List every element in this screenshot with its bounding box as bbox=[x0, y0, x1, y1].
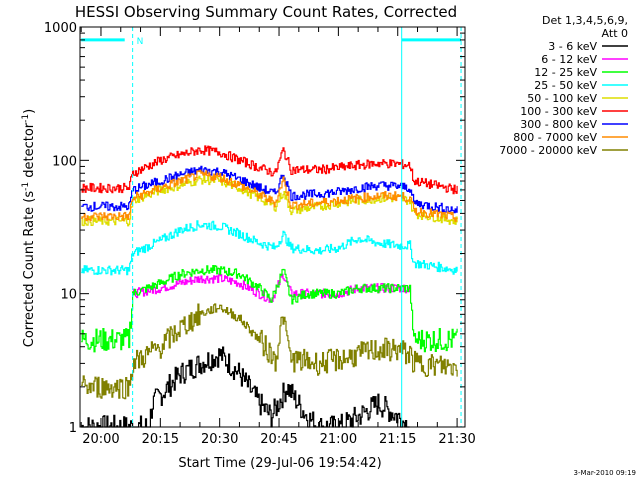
series-line-8 bbox=[81, 303, 458, 400]
x-tick-label-2: 20:30 bbox=[201, 432, 238, 447]
y-tick-label-2: 100 bbox=[52, 154, 77, 169]
y-axis-label-end: ) bbox=[22, 109, 37, 114]
x-tick-label-0: 20:00 bbox=[82, 432, 119, 447]
markers-layer: N bbox=[81, 27, 462, 427]
legend-label-4: 50 - 100 keV bbox=[527, 92, 597, 105]
series-line-5 bbox=[81, 145, 458, 195]
legend-label-5: 100 - 300 keV bbox=[520, 105, 597, 118]
x-tick-label-5: 21:15 bbox=[379, 432, 416, 447]
chart-title: HESSI Observing Summary Count Rates, Cor… bbox=[75, 3, 457, 21]
series-line-6 bbox=[81, 165, 458, 214]
legend-label-3: 25 - 50 keV bbox=[534, 79, 597, 92]
x-axis-label: Start Time (29-Jul-06 19:54:42) bbox=[178, 456, 381, 471]
plot-area bbox=[80, 27, 465, 427]
plot-frame-bg bbox=[80, 27, 465, 427]
y-tick-label-0: 1 bbox=[69, 421, 77, 436]
y-axis-label-sup1: -1 bbox=[21, 182, 31, 191]
y-axis-label: Corrected Count Rate (s-1 detector-1) bbox=[21, 109, 37, 347]
x-tick-label-6: 21:30 bbox=[438, 432, 475, 447]
timestamp: 3-Mar-2010 09:19 bbox=[574, 469, 636, 477]
legend-label-8: 7000 - 20000 keV bbox=[499, 144, 597, 157]
legend-label-6: 300 - 800 keV bbox=[520, 118, 597, 131]
legend-header-1: Det 1,3,4,5,6,9, bbox=[542, 14, 628, 27]
y-axis-label-sup2: -1 bbox=[21, 114, 31, 123]
series-line-7 bbox=[81, 169, 458, 222]
axes-layer: 1 10 100 1000 20:00 20:15 20:30 20:45 21:00 21:15… bbox=[44, 21, 476, 447]
legend-label-7: 800 - 7000 keV bbox=[513, 131, 597, 144]
legend-label-0: 3 - 6 keV bbox=[548, 40, 597, 53]
y-tick-label-1: 10 bbox=[60, 288, 77, 303]
legend-header-2: Att 0 bbox=[602, 27, 628, 40]
y-axis-label-main: Corrected Count Rate (s bbox=[22, 191, 37, 348]
y-axis-label-mid: detector bbox=[22, 122, 37, 182]
x-tick-label-3: 20:45 bbox=[260, 432, 297, 447]
marker-label: N bbox=[137, 37, 144, 47]
legend-label-2: 12 - 25 keV bbox=[534, 66, 597, 79]
series-line-3 bbox=[81, 220, 458, 276]
y-tick-label-3: 1000 bbox=[44, 21, 77, 36]
plot-frame bbox=[79, 26, 466, 428]
series-layer bbox=[81, 145, 458, 428]
x-tick-label-1: 20:15 bbox=[142, 432, 179, 447]
x-tick-label-4: 21:00 bbox=[320, 432, 357, 447]
series-line-2 bbox=[81, 265, 458, 353]
legend-label-1: 6 - 12 keV bbox=[541, 53, 597, 66]
